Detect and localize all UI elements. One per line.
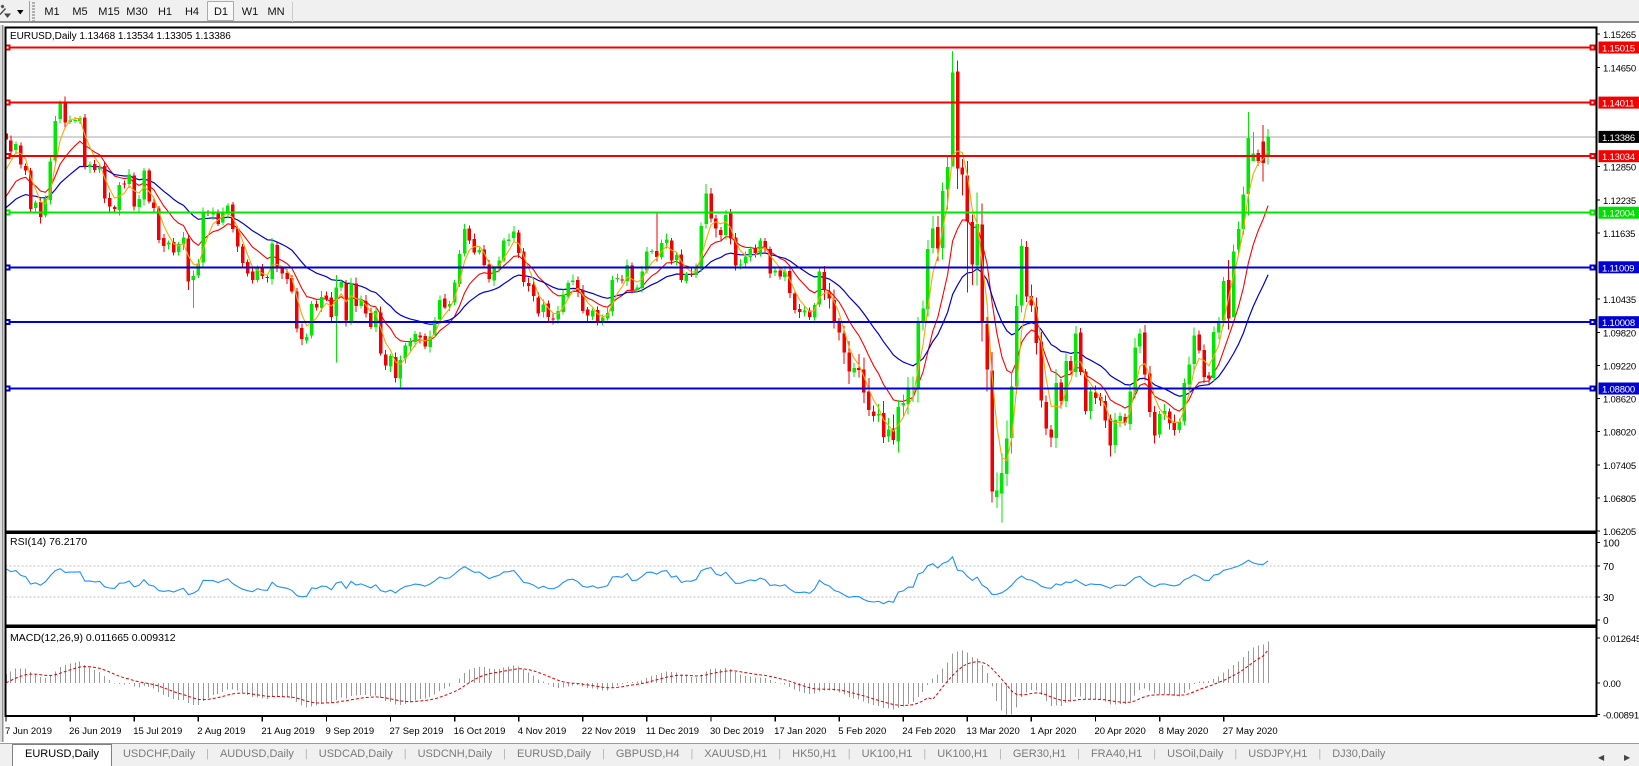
svg-text:1.10435: 1.10435 [1603, 295, 1636, 306]
svg-text:100: 100 [1603, 539, 1620, 550]
svg-text:1.13386: 1.13386 [1602, 133, 1635, 144]
svg-text:27 May 2020: 27 May 2020 [1223, 726, 1278, 737]
svg-text:1.15265: 1.15265 [1603, 30, 1636, 41]
svg-text:1.13034: 1.13034 [1602, 152, 1635, 163]
svg-text:7 Jun 2019: 7 Jun 2019 [5, 726, 52, 737]
svg-text:1.11635: 1.11635 [1603, 229, 1635, 240]
svg-text:26 Jun 2019: 26 Jun 2019 [69, 726, 121, 737]
svg-text:1 Apr 2020: 1 Apr 2020 [1030, 726, 1076, 737]
svg-text:0.00: 0.00 [1603, 679, 1621, 690]
svg-text:16 Oct 2019: 16 Oct 2019 [454, 726, 506, 737]
svg-text:1.06805: 1.06805 [1603, 494, 1636, 505]
svg-text:1.14650: 1.14650 [1603, 64, 1636, 75]
svg-text:0: 0 [1603, 616, 1609, 627]
svg-text:21 Aug 2019: 21 Aug 2019 [261, 726, 314, 737]
svg-text:9 Sep 2019: 9 Sep 2019 [326, 726, 375, 737]
svg-text:1.12850: 1.12850 [1603, 162, 1636, 173]
svg-text:1.09820: 1.09820 [1603, 329, 1636, 340]
svg-text:RSI(14) 76.2170: RSI(14) 76.2170 [10, 536, 87, 548]
svg-text:17 Jan 2020: 17 Jan 2020 [774, 726, 826, 737]
svg-text:1.10008: 1.10008 [1602, 318, 1635, 329]
svg-text:1.14011: 1.14011 [1602, 99, 1634, 110]
svg-text:1.08020: 1.08020 [1603, 427, 1636, 438]
svg-text:22 Nov 2019: 22 Nov 2019 [582, 726, 636, 737]
svg-text:1.12004: 1.12004 [1602, 209, 1635, 220]
svg-text:8 May 2020: 8 May 2020 [1159, 726, 1209, 737]
svg-text:EURUSD,Daily 1.13468 1.13534: EURUSD,Daily 1.13468 1.13534 1.13305 1.1… [10, 31, 231, 42]
svg-text:1.07405: 1.07405 [1603, 461, 1636, 472]
svg-text:1.12235: 1.12235 [1603, 196, 1636, 207]
svg-text:1.08800: 1.08800 [1602, 385, 1635, 396]
svg-text:1.15015: 1.15015 [1602, 44, 1635, 55]
svg-text:27 Sep 2019: 27 Sep 2019 [390, 726, 444, 737]
svg-text:4 Nov 2019: 4 Nov 2019 [518, 726, 567, 737]
svg-text:30 Dec 2019: 30 Dec 2019 [710, 726, 764, 737]
svg-text:1.08620: 1.08620 [1603, 394, 1636, 405]
svg-text:MACD(12,26,9) 0.011665 0.00931: MACD(12,26,9) 0.011665 0.009312 [10, 632, 176, 644]
svg-text:11 Dec 2019: 11 Dec 2019 [646, 726, 699, 737]
svg-text:-0.00891: -0.00891 [1603, 711, 1639, 722]
svg-text:0.012645: 0.012645 [1603, 634, 1639, 645]
svg-text:24 Feb 2020: 24 Feb 2020 [902, 726, 955, 737]
svg-text:30: 30 [1603, 593, 1615, 604]
svg-text:5 Feb 2020: 5 Feb 2020 [838, 726, 886, 737]
svg-text:15 Jul 2019: 15 Jul 2019 [133, 726, 182, 737]
svg-text:1.11009: 1.11009 [1602, 263, 1634, 274]
svg-text:70: 70 [1603, 562, 1615, 573]
svg-text:1.06205: 1.06205 [1603, 527, 1636, 538]
svg-text:20 Apr 2020: 20 Apr 2020 [1095, 726, 1146, 737]
svg-text:13 Mar 2020: 13 Mar 2020 [966, 726, 1019, 737]
svg-text:2 Aug 2019: 2 Aug 2019 [197, 726, 245, 737]
svg-text:1.09220: 1.09220 [1603, 362, 1636, 373]
